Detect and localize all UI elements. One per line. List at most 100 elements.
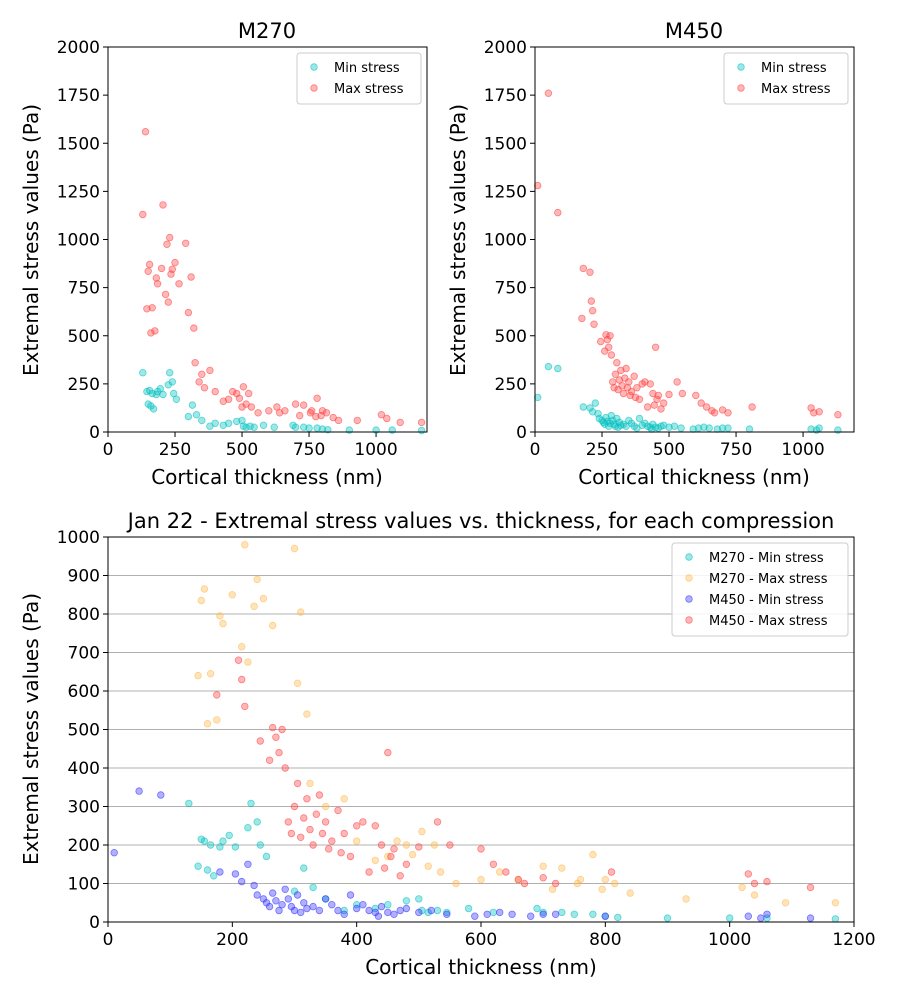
- data-point: [622, 364, 630, 373]
- data-point: [148, 304, 156, 312]
- data-point: [161, 290, 170, 299]
- y-tick-label: 900: [68, 567, 100, 587]
- data-point: [185, 799, 193, 808]
- data-point: [607, 351, 616, 359]
- data-point: [670, 422, 679, 430]
- data-point: [548, 885, 557, 893]
- y-tick-label: 1000: [484, 231, 527, 251]
- y-tick-label: 800: [68, 605, 100, 625]
- y-axis-label: Extremal stress values (Pa): [19, 104, 43, 376]
- data-point: [390, 910, 398, 918]
- data-point: [290, 544, 299, 553]
- y-axis-label: Extremal stress values (Pa): [19, 593, 43, 865]
- data-point: [700, 423, 708, 431]
- legend-label: M270 - Min stress: [709, 551, 824, 566]
- data-point: [635, 414, 644, 423]
- y-tick-label: 2000: [484, 38, 527, 58]
- data-point: [231, 870, 240, 878]
- data-point: [619, 389, 628, 398]
- data-point: [589, 850, 597, 859]
- data-point: [247, 403, 256, 411]
- data-point: [287, 829, 296, 838]
- data-point: [402, 841, 411, 849]
- y-tick-label: 100: [68, 875, 100, 895]
- y-tick-label: 500: [495, 327, 527, 347]
- data-point: [678, 389, 687, 398]
- data-point: [601, 912, 609, 920]
- data-point: [272, 733, 280, 741]
- data-point: [203, 866, 212, 874]
- data-point: [748, 403, 756, 411]
- data-point: [303, 904, 311, 913]
- data-point: [184, 308, 193, 317]
- data-point: [633, 384, 641, 392]
- y-tick-label: 250: [495, 375, 527, 395]
- legend-label: M450 - Max stress: [709, 614, 828, 629]
- data-point: [228, 387, 237, 396]
- data-point: [424, 862, 432, 870]
- data-point: [806, 914, 815, 922]
- data-point: [308, 407, 316, 415]
- data-point: [216, 843, 224, 851]
- data-point: [641, 378, 649, 386]
- y-tick-label: 1250: [57, 182, 100, 202]
- legend-marker: [737, 63, 745, 71]
- data-point: [477, 845, 485, 853]
- data-point: [139, 210, 147, 219]
- data-point: [194, 671, 202, 680]
- x-tick-label: 1000: [781, 440, 824, 460]
- data-point: [597, 337, 605, 346]
- data-point: [328, 901, 336, 909]
- data-point: [247, 799, 255, 808]
- data-point: [551, 910, 560, 918]
- data-point: [544, 362, 553, 371]
- data-point: [630, 372, 638, 380]
- data-point: [436, 868, 445, 876]
- data-point: [325, 845, 333, 853]
- data-point: [464, 904, 473, 913]
- x-tick-label: 750: [293, 440, 325, 460]
- data-point: [651, 343, 660, 351]
- data-point: [446, 841, 454, 849]
- data-point: [315, 906, 324, 915]
- data-point: [692, 391, 700, 400]
- data-point: [321, 818, 330, 826]
- data-point: [654, 391, 662, 400]
- legend-label: M450 - Min stress: [709, 593, 824, 608]
- y-tick-label: 1750: [484, 86, 527, 106]
- legend: Min stress Max stress: [296, 52, 422, 105]
- data-point: [430, 841, 439, 849]
- data-point: [192, 411, 201, 419]
- data-point: [110, 849, 118, 857]
- data-point: [291, 423, 300, 431]
- data-point: [558, 908, 566, 917]
- data-point: [284, 895, 292, 903]
- legend-label: Min stress: [334, 61, 400, 76]
- data-point: [579, 264, 587, 273]
- data-point: [718, 424, 727, 432]
- data-point: [586, 404, 594, 412]
- data-point: [141, 127, 150, 136]
- data-point: [539, 908, 547, 917]
- data-point: [443, 910, 451, 918]
- data-point: [663, 914, 672, 922]
- data-point: [175, 280, 183, 288]
- y-tick-label: 1500: [484, 134, 527, 154]
- data-point: [312, 412, 320, 421]
- data-point: [297, 608, 305, 616]
- data-point: [254, 409, 262, 417]
- data-point: [831, 899, 840, 907]
- data-point: [365, 868, 373, 876]
- y-tick-label: 0: [89, 423, 100, 443]
- x-tick-label: 1200: [832, 930, 875, 950]
- y-tick-label: 600: [68, 682, 100, 702]
- data-point: [259, 421, 268, 429]
- data-point: [172, 395, 181, 403]
- data-point: [228, 591, 236, 599]
- data-point: [290, 906, 299, 915]
- data-point: [143, 305, 151, 313]
- data-point: [291, 400, 300, 408]
- data-point: [576, 875, 585, 884]
- data-point: [281, 407, 289, 415]
- data-point: [520, 879, 529, 888]
